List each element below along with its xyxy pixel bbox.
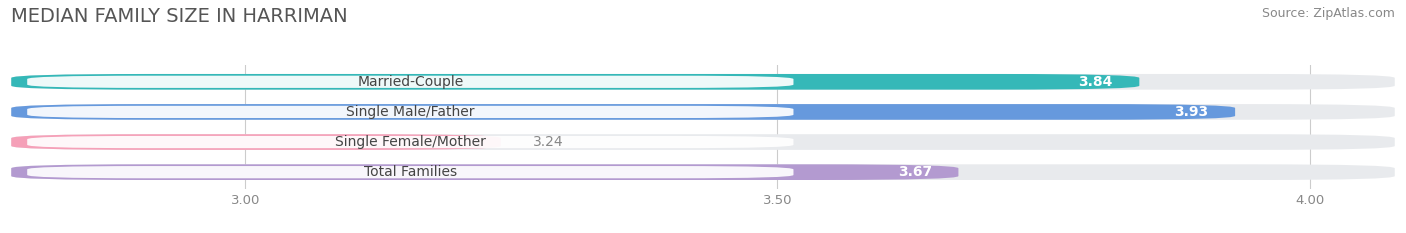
FancyBboxPatch shape xyxy=(11,164,1395,180)
FancyBboxPatch shape xyxy=(27,76,793,88)
Text: 3.24: 3.24 xyxy=(533,135,564,149)
Text: 3.84: 3.84 xyxy=(1078,75,1112,89)
Text: MEDIAN FAMILY SIZE IN HARRIMAN: MEDIAN FAMILY SIZE IN HARRIMAN xyxy=(11,7,347,26)
FancyBboxPatch shape xyxy=(27,166,793,178)
Text: Married-Couple: Married-Couple xyxy=(357,75,464,89)
FancyBboxPatch shape xyxy=(11,134,1395,150)
FancyBboxPatch shape xyxy=(11,164,959,180)
FancyBboxPatch shape xyxy=(11,104,1395,120)
Text: 3.93: 3.93 xyxy=(1174,105,1209,119)
FancyBboxPatch shape xyxy=(11,134,501,150)
FancyBboxPatch shape xyxy=(11,74,1139,90)
Text: Single Female/Mother: Single Female/Mother xyxy=(335,135,486,149)
Text: 3.67: 3.67 xyxy=(897,165,932,179)
FancyBboxPatch shape xyxy=(27,106,793,118)
Text: Single Male/Father: Single Male/Father xyxy=(346,105,475,119)
FancyBboxPatch shape xyxy=(27,136,793,148)
Text: Source: ZipAtlas.com: Source: ZipAtlas.com xyxy=(1261,7,1395,20)
Text: Total Families: Total Families xyxy=(364,165,457,179)
FancyBboxPatch shape xyxy=(11,74,1395,90)
FancyBboxPatch shape xyxy=(11,104,1234,120)
